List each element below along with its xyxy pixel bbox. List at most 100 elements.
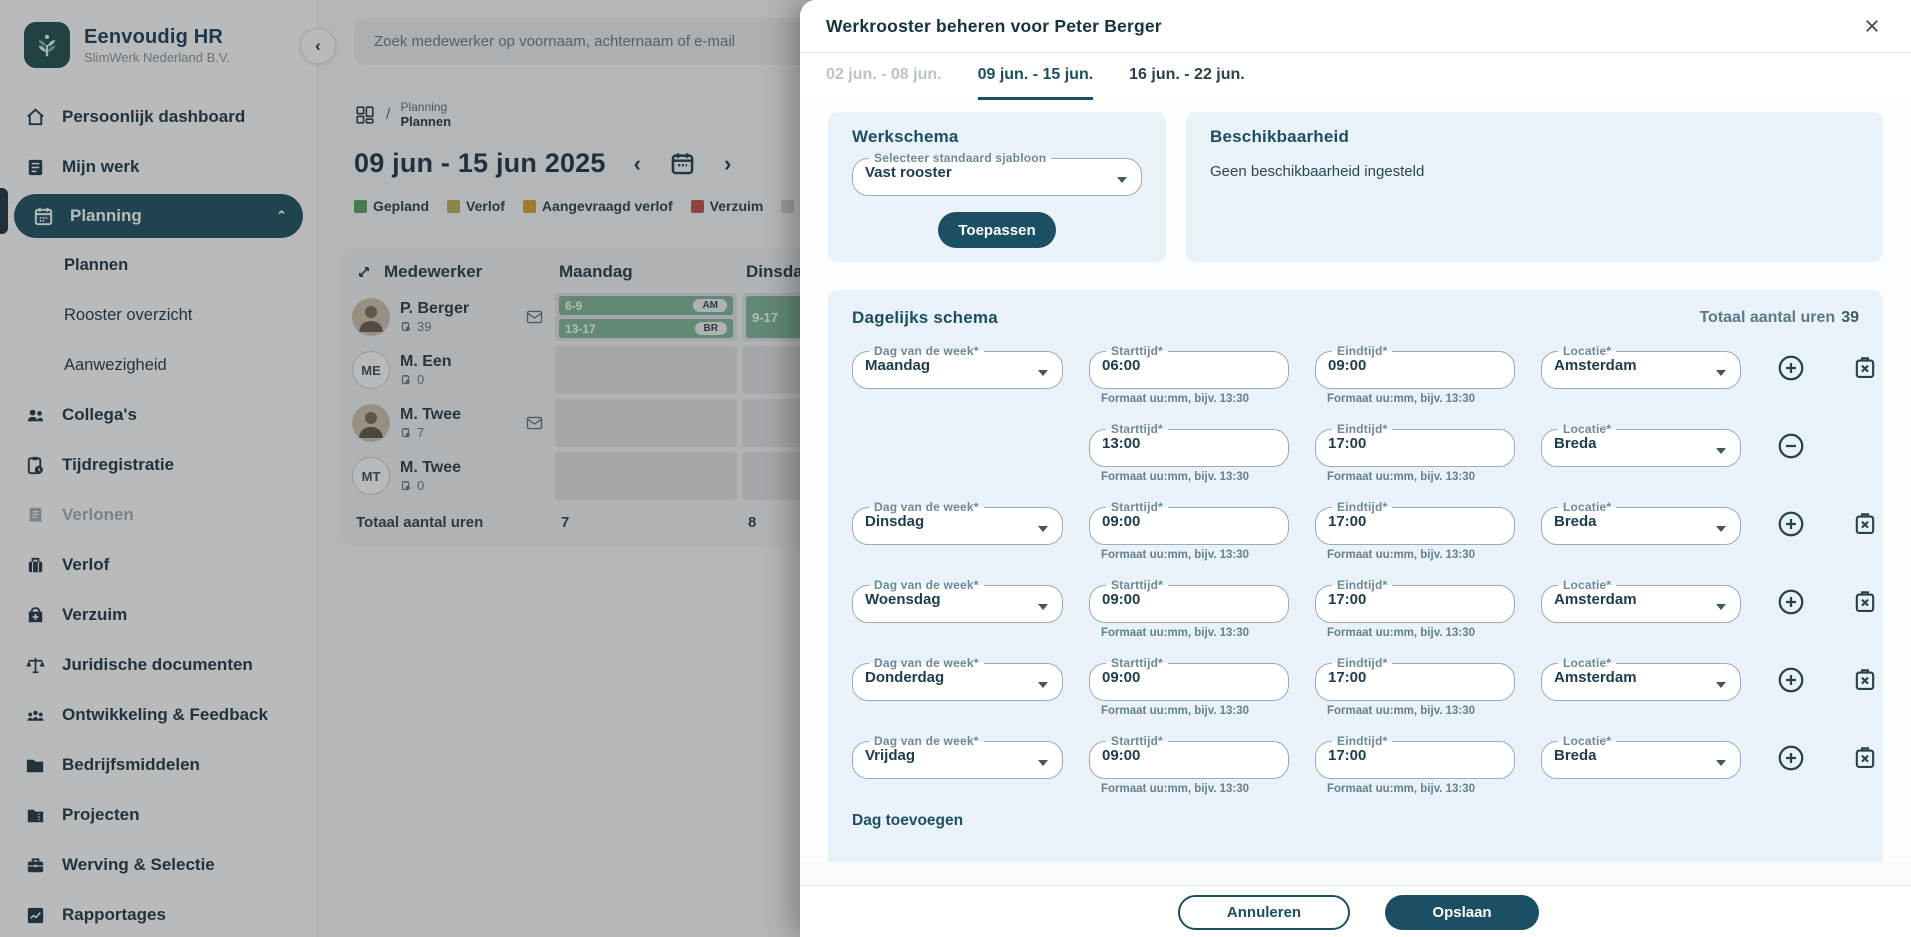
- tab-week-09-15[interactable]: 09 jun. - 15 jun.: [977, 53, 1094, 100]
- employee-hours: 0: [417, 478, 425, 493]
- brand-name: Eenvoudig HR: [84, 25, 224, 48]
- start-time-input[interactable]: [1102, 747, 1258, 764]
- location-select[interactable]: Locatie* Amsterdam: [1541, 344, 1741, 389]
- sidebar-item-planning[interactable]: Planning ⌃: [14, 194, 303, 238]
- delete-day-button[interactable]: [1851, 743, 1879, 771]
- employee-cell[interactable]: M. Twee 7: [350, 399, 555, 447]
- template-select[interactable]: Selecteer standaard sjabloon Vast rooste…: [852, 151, 1142, 196]
- employee-cell[interactable]: ME M. Een 0: [350, 346, 555, 394]
- cancel-button[interactable]: Annuleren: [1178, 895, 1350, 930]
- end-time-input[interactable]: [1328, 747, 1484, 764]
- sidebar-item-rapportages[interactable]: Rapportages: [0, 890, 317, 937]
- schedule-cell-empty[interactable]: [555, 452, 737, 500]
- sidebar-item-tijdregistratie[interactable]: Tijdregistratie: [0, 440, 317, 490]
- add-time-block-button[interactable]: [1776, 353, 1806, 383]
- sidebar-item-verlof[interactable]: Verlof: [0, 540, 317, 590]
- location-select[interactable]: Locatie* Breda: [1541, 500, 1741, 545]
- sidebar-item-werving-selectie[interactable]: Werving & Selectie: [0, 840, 317, 890]
- plus-circle-icon: [1778, 589, 1804, 615]
- employee-hours: 7: [417, 425, 425, 440]
- sidebar-item-label: Verlonen: [62, 505, 134, 524]
- save-button[interactable]: Opslaan: [1385, 895, 1539, 930]
- delete-day-button[interactable]: [1851, 665, 1879, 693]
- tab-week-02-08[interactable]: 02 jun. - 08 jun.: [826, 66, 942, 83]
- end-time-input[interactable]: [1328, 513, 1484, 530]
- sidebar-item-aanwezigheid[interactable]: Aanwezigheid: [0, 340, 317, 390]
- shift-block[interactable]: 6-9 AM: [559, 296, 733, 315]
- add-time-block-button[interactable]: [1776, 743, 1806, 773]
- remove-time-block-button[interactable]: [1776, 431, 1806, 461]
- add-time-block-button[interactable]: [1776, 665, 1806, 695]
- add-day-button[interactable]: Dag toevoegen: [852, 812, 964, 829]
- schedule-row-donderdag: Dag van de week* Donderdag Starttijd* Fo…: [852, 656, 1875, 717]
- day-select[interactable]: Dag van de week* Donderdag: [852, 656, 1063, 701]
- format-hint: Formaat uu:mm, bijv. 13:30: [1327, 783, 1476, 795]
- calendar-picker-button[interactable]: [669, 150, 696, 177]
- location-select[interactable]: Locatie* Breda: [1541, 422, 1741, 467]
- schedule-cell[interactable]: 6-9 AM 13-17 BR: [555, 293, 737, 341]
- sidebar-item-persoonlijk-dashboard[interactable]: Persoonlijk dashboard: [0, 92, 317, 142]
- location-select[interactable]: Locatie* Amsterdam: [1541, 656, 1741, 701]
- delete-day-button[interactable]: [1851, 509, 1879, 537]
- start-time-input[interactable]: [1102, 513, 1258, 530]
- employee-cell[interactable]: P. Berger 39: [350, 293, 555, 341]
- sidebar-item-label: Persoonlijk dashboard: [62, 107, 246, 126]
- schedule-cell-empty[interactable]: [555, 399, 737, 447]
- start-time-input[interactable]: [1102, 435, 1258, 452]
- people-icon: [24, 404, 47, 427]
- end-time-input[interactable]: [1328, 357, 1484, 374]
- sidebar-item-rooster-overzicht[interactable]: Rooster overzicht: [0, 290, 317, 340]
- end-time-input[interactable]: [1328, 669, 1484, 686]
- day-select[interactable]: Dag van de week* Vrijdag: [852, 734, 1063, 779]
- end-time-input[interactable]: [1328, 435, 1484, 452]
- chart-icon: [24, 904, 47, 927]
- shift-block[interactable]: 13-17 BR: [559, 319, 733, 338]
- add-time-block-button[interactable]: [1776, 587, 1806, 617]
- location-select[interactable]: Locatie* Breda: [1541, 734, 1741, 779]
- sidebar-item-juridische-documenten[interactable]: Juridische documenten: [0, 640, 317, 690]
- search-input[interactable]: [354, 18, 834, 65]
- location-tag: BR: [694, 322, 727, 335]
- chevron-down-icon: [1038, 682, 1048, 688]
- status-swatch: [781, 199, 795, 213]
- start-time-input[interactable]: [1102, 669, 1258, 686]
- modal-close-button[interactable]: [1859, 13, 1885, 39]
- sidebar-item-label: Ontwikkeling & Feedback: [62, 705, 268, 724]
- employee-hours: 0: [417, 372, 425, 387]
- previous-week-button[interactable]: ‹: [633, 150, 641, 176]
- start-time-input[interactable]: [1102, 591, 1258, 608]
- sidebar-item-mijn-werk[interactable]: Mijn werk: [0, 142, 317, 192]
- total-hours-value: 39: [1841, 309, 1859, 326]
- format-hint: Formaat uu:mm, bijv. 13:30: [1101, 705, 1250, 717]
- sidebar-item-ontwikkeling-feedback[interactable]: Ontwikkeling & Feedback: [0, 690, 317, 740]
- day-select[interactable]: Dag van de week* Dinsdag: [852, 500, 1063, 545]
- sidebar-item-collegas[interactable]: Collega's: [0, 390, 317, 440]
- end-time-input[interactable]: [1328, 591, 1484, 608]
- sidebar-item-verzuim[interactable]: Verzuim: [0, 590, 317, 640]
- location-select[interactable]: Locatie* Amsterdam: [1541, 578, 1741, 623]
- close-icon: [1866, 20, 1878, 32]
- sidebar-item-bedrijfsmiddelen[interactable]: Bedrijfsmiddelen: [0, 740, 317, 790]
- employee-cell[interactable]: MT M. Twee 0: [350, 452, 555, 500]
- delete-day-button[interactable]: [1851, 587, 1879, 615]
- brand: Eenvoudig HR SlimWerk Nederland B.V.: [0, 0, 317, 68]
- werkrooster-modal: Werkrooster beheren voor Peter Berger 02…: [800, 0, 1911, 937]
- day-select[interactable]: Dag van de week* Woensdag: [852, 578, 1063, 623]
- schedule-cell-empty[interactable]: [555, 346, 737, 394]
- trash-icon: [1855, 591, 1875, 612]
- next-week-button[interactable]: ›: [723, 150, 732, 176]
- folder-zip-icon: [24, 804, 47, 827]
- delete-day-button[interactable]: [1851, 353, 1879, 381]
- tab-week-16-22[interactable]: 16 jun. - 22 jun.: [1129, 66, 1245, 83]
- day-select[interactable]: Dag van de week* Maandag: [852, 344, 1063, 389]
- people-group-icon: [24, 704, 47, 727]
- sidebar-item-label: Collega's: [62, 405, 137, 424]
- sidebar-item-plannen[interactable]: Plannen: [0, 240, 317, 290]
- start-time-input[interactable]: [1102, 357, 1258, 374]
- sidebar-collapse-button[interactable]: ‹: [300, 28, 336, 64]
- apply-template-button[interactable]: Toepassen: [938, 212, 1056, 248]
- add-time-block-button[interactable]: [1776, 509, 1806, 539]
- sidebar-item-projecten[interactable]: Projecten: [0, 790, 317, 840]
- breadcrumb-page[interactable]: Plannen: [400, 114, 452, 129]
- sidebar-item-label: Plannen: [64, 255, 129, 274]
